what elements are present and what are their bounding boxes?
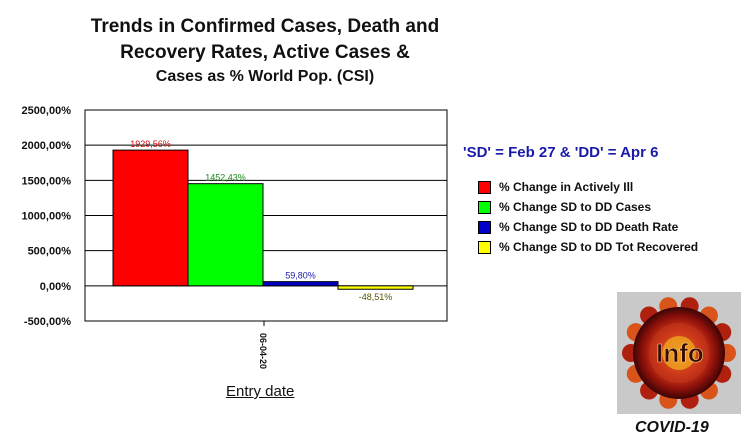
legend-label: % Change SD to DD Death Rate bbox=[499, 220, 679, 234]
data-label: 1929,56% bbox=[130, 139, 171, 149]
legend-swatch bbox=[478, 180, 491, 194]
bar bbox=[337, 285, 414, 290]
logo-info-text: Info bbox=[656, 338, 704, 368]
y-tick-label: 1000,00% bbox=[21, 211, 71, 223]
legend-swatch bbox=[478, 200, 491, 214]
legend: % Change in Actively Ill % Change SD to D… bbox=[478, 177, 698, 257]
legend-label: % Change SD to DD Tot Recovered bbox=[499, 240, 699, 254]
legend-item: % Change SD to DD Death Rate bbox=[478, 217, 698, 237]
chart-title: Trends in Confirmed Cases, Death and Rec… bbox=[45, 14, 485, 88]
bar bbox=[262, 281, 339, 287]
y-tick-label: 2000,00% bbox=[21, 140, 71, 152]
legend-label: % Change SD to DD Cases bbox=[499, 200, 652, 214]
title-line-2: Recovery Rates, Active Cases & bbox=[120, 42, 410, 63]
date-note: 'SD' = Feb 27 & 'DD' = Apr 6 bbox=[463, 144, 659, 161]
y-tick-label: 1500,00% bbox=[21, 175, 71, 187]
logo-caption: COVID-19 bbox=[635, 419, 709, 436]
legend-item: % Change SD to DD Tot Recovered bbox=[478, 237, 698, 257]
y-tick-label: 2500,00% bbox=[21, 105, 71, 117]
x-tick-label: 06-04-20 bbox=[258, 333, 268, 369]
legend-swatch bbox=[478, 220, 491, 234]
title-line-1: Trends in Confirmed Cases, Death and bbox=[90, 16, 440, 37]
x-axis-label: Entry date bbox=[226, 383, 295, 400]
data-label: 1452,43% bbox=[205, 173, 246, 183]
y-tick-label: 0,00% bbox=[40, 281, 71, 293]
bar bbox=[112, 149, 189, 287]
data-label: 59,80% bbox=[285, 271, 316, 281]
y-tick-label: 500,00% bbox=[28, 246, 72, 258]
legend-item: % Change in Actively Ill bbox=[478, 177, 698, 197]
data-label: -48,51% bbox=[359, 292, 393, 302]
virus-logo-image: Info bbox=[622, 297, 736, 409]
bar bbox=[187, 183, 264, 287]
legend-swatch bbox=[478, 240, 491, 254]
title-line-3: Cases as % World Pop. (CSI) bbox=[155, 68, 375, 85]
y-tick-label: -500,00% bbox=[24, 316, 71, 328]
legend-label: % Change in Actively Ill bbox=[499, 180, 634, 194]
legend-item: % Change SD to DD Cases bbox=[478, 197, 698, 217]
covid-info-logo: Info bbox=[617, 292, 741, 414]
